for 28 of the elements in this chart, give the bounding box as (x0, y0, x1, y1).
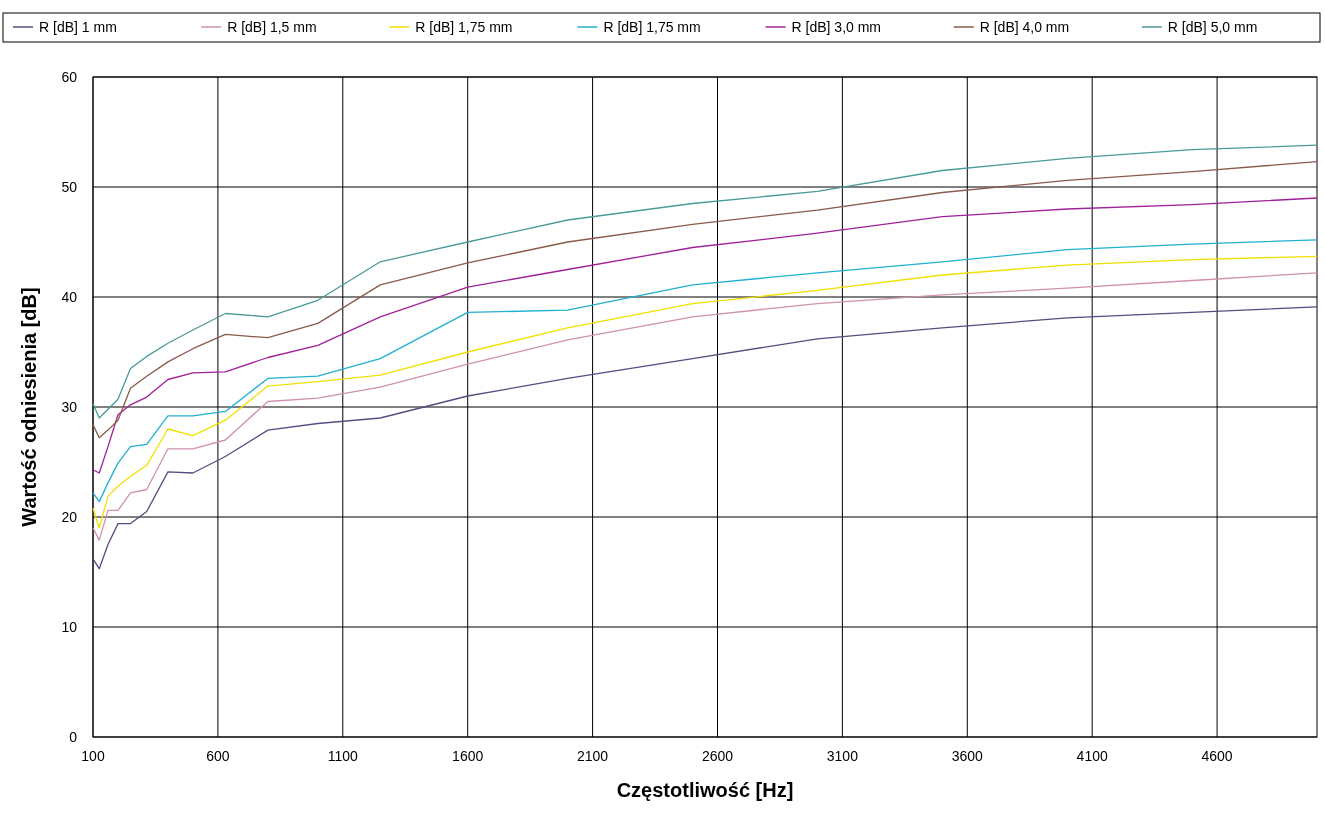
y-tick-label: 60 (61, 69, 78, 85)
x-axis-title: Częstotliwość [Hz] (616, 779, 794, 801)
y-tick-label: 30 (61, 399, 78, 415)
x-tick-label: 4100 (1076, 748, 1108, 764)
y-tick-label: 40 (61, 289, 78, 305)
x-tick-label: 1100 (327, 748, 359, 764)
legend-label: R [dB] 3,0 mm (791, 19, 882, 35)
y-tick-label: 50 (61, 179, 78, 195)
x-tick-label: 2600 (701, 748, 734, 764)
y-tick-label: 10 (61, 619, 78, 635)
y-axis-title: Wartość odniesienia [dB] (18, 287, 40, 527)
x-tick-label: 4600 (1201, 748, 1233, 764)
line-series (92, 197, 1318, 474)
legend-label: R [dB] 1,75 mm (603, 19, 701, 35)
x-tick-label: 1600 (452, 748, 484, 764)
legend-label: R [dB] 1 mm (39, 19, 117, 35)
y-tick-label: 20 (61, 509, 78, 525)
legend-label: R [dB] 5,0 mm (1167, 19, 1258, 35)
x-tick-label: 100 (81, 748, 105, 764)
legend-label: R [dB] 1,5 mm (227, 19, 317, 35)
y-tick-label: 0 (69, 729, 78, 745)
legend-label: R [dB] 1,75 mm (415, 19, 513, 35)
x-tick-label: 600 (206, 748, 230, 764)
legend-label: R [dB] 4,0 mm (979, 19, 1070, 35)
x-tick-label: 2100 (577, 748, 609, 764)
x-tick-label: 3100 (826, 748, 859, 764)
line-series (92, 306, 1318, 570)
x-tick-label: 3600 (951, 748, 984, 764)
